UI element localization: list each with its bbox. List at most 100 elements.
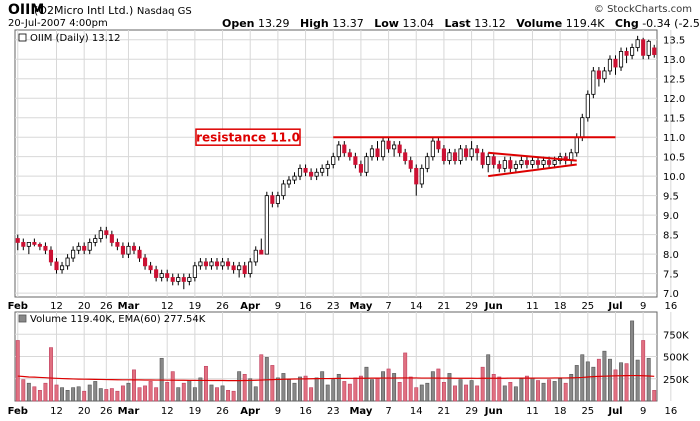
open-label: Open [222,17,255,30]
candle-body [259,249,264,255]
candle-body [353,156,358,165]
candle-body [15,238,20,243]
volume-bar [71,387,76,402]
quote-datetime: 20-Jul-2007 4:00pm [8,18,108,29]
volume-legend: Volume 119.40K, EMA(60) 277.54K [18,314,206,325]
candle-body [574,136,579,154]
candle-body [109,234,114,243]
price-y-tick-label: 9.5 [663,192,679,203]
volume-bar [303,375,308,402]
volume-bar [635,359,640,402]
volume-bar [93,381,98,402]
candle-body [607,58,613,72]
exchange: Nasdaq GS [136,6,192,17]
volume-bar [32,386,37,402]
price-y-tick-label: 11.5 [663,114,685,125]
volume-bar [414,387,419,402]
candle-body [309,171,314,177]
triangle-upper-line [488,151,577,162]
candle-body [347,152,352,158]
volume-bar [21,379,26,402]
high-value: 13.37 [332,17,364,30]
volume-bar [43,382,48,402]
candle-body [209,261,214,267]
candle-body [513,164,518,169]
candle-body [358,164,363,173]
volume-bar [165,382,170,402]
chg-value: -0.34 (-2.53%) [642,17,700,30]
volume-bar [82,390,87,402]
volume-bar [275,377,280,402]
candle-body [248,261,253,275]
volume-bar [104,389,109,402]
candle-body [463,148,469,158]
candle-body [181,277,186,282]
triangle-lower-line [488,163,577,178]
volume-bar [154,387,159,402]
volume-bar [325,384,330,402]
volume-x-tick-label: 16 [664,406,677,417]
volume-bar [524,375,529,402]
price-x-tick-label: Jul [607,301,622,312]
candle-body [142,257,148,267]
volume-x-tick-label: 21 [438,406,451,417]
volume-bar [248,378,253,402]
volume-x-tick-label: 18 [554,406,567,417]
candle-body [54,261,59,271]
volume-bar [181,382,186,402]
volume-bar [364,366,369,402]
candle-body [519,160,524,165]
volume-bar [519,378,524,402]
candle-body [508,160,513,169]
price-x-tick-label: May [349,301,372,312]
candle-body [37,243,42,247]
candle-body [397,144,402,154]
low-value: 13.04 [402,17,434,30]
candle-body [120,245,125,255]
candle-body [270,195,275,204]
candle-body [115,242,120,247]
price-x-tick-label: 19 [189,301,202,312]
volume-x-tick-label: 23 [327,406,340,417]
price-x-tick-label: 9 [275,301,281,312]
price-y-tick-label: 10.0 [663,172,685,183]
price-x-tick-label: 21 [438,301,451,312]
candle-body [93,238,98,243]
volume-bar [347,383,352,402]
candle-body [613,58,618,68]
candle-body [547,160,552,165]
volume-bar [215,387,219,402]
price-panel [14,29,658,298]
volume-bar [453,385,457,402]
price-x-tick-label: Mar [118,301,140,312]
candle-body [231,265,236,271]
volume-bar [403,352,408,402]
volume-x-tick-label: 12 [50,406,63,417]
price-y-tick-label: 12.0 [663,94,685,105]
price-x-tick-label: 26 [100,301,113,312]
price-x-tick-label: 16 [664,301,677,312]
candle-body [585,93,590,119]
price-x-tick-label: 23 [327,301,340,312]
symbol: OIIM [8,2,45,18]
volume-bar [591,366,596,402]
resistance-label: resistance 11.0 [195,128,301,146]
candle-body [652,47,657,55]
volume-bar [552,381,557,402]
price-x-tick-label: 18 [554,301,567,312]
chg-label: Chg [614,17,639,30]
price-y-tick-label: 9.0 [663,211,679,222]
volume-bar [419,384,424,402]
candle-body [375,148,380,158]
candle-body [392,144,397,150]
candle-body [203,261,209,267]
candle-body [275,195,280,204]
candle-body [646,40,651,56]
price-x-tick-label: 9 [640,301,646,312]
candle-body [469,148,474,158]
volume-bar [441,382,446,402]
price-x-tick-label: 7 [385,301,391,312]
price-x-tick-label: 20 [78,301,91,312]
candle-body [76,245,81,251]
volume-bar [464,384,469,402]
